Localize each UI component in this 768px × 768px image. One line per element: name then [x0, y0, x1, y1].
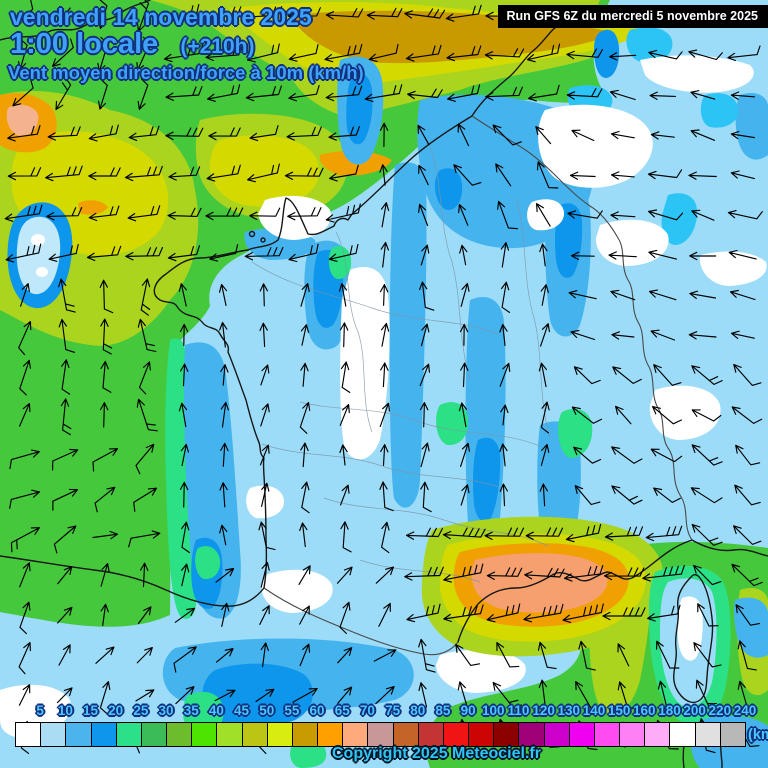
- legend-value: 140: [582, 703, 606, 718]
- legend-value: 70: [359, 703, 375, 718]
- legend-value: 150: [607, 703, 631, 718]
- legend-cell: 15: [65, 704, 98, 747]
- legend-cell: 80: [392, 704, 425, 747]
- legend-value: 80: [410, 703, 426, 718]
- forecast-time-row: 1:00 locale (+210h): [10, 28, 255, 60]
- legend-value: 85: [435, 703, 451, 718]
- legend-value: 40: [208, 703, 224, 718]
- legend-cell: 60: [291, 704, 325, 747]
- legend-cell: 220: [694, 704, 731, 747]
- model-run-info: Run GFS 6Z du mercredi 5 novembre 2025: [497, 5, 768, 28]
- legend-cell: 130: [543, 704, 580, 747]
- legend-value: 30: [158, 703, 174, 718]
- legend-cell: 85: [417, 704, 450, 747]
- legend-value: 5: [36, 703, 44, 718]
- legend-cell: 90: [442, 704, 476, 747]
- legend-unit-label: (km/h): [748, 727, 768, 743]
- legend-cell: 25: [115, 704, 148, 747]
- legend-value: 75: [385, 703, 401, 718]
- legend-cell: 180: [644, 704, 681, 747]
- legend-cell: 45: [216, 704, 249, 747]
- legend-value: 200: [683, 703, 706, 718]
- legend-cell: 70: [342, 704, 375, 747]
- legend-cell: 5: [15, 704, 44, 747]
- legend-value: 130: [557, 703, 581, 718]
- forecast-date-label: vendredi 14 novembre 2025: [10, 4, 312, 30]
- wind-speed-legend: 5 10 15 20 25 30 35 40 45 50 55 60 65 70 75 80 85 90 100 11…: [15, 704, 756, 747]
- legend-cell: 35: [166, 704, 199, 747]
- legend-value: 110: [507, 703, 530, 718]
- legend-value: 120: [532, 703, 555, 718]
- legend-cell: 20: [90, 704, 123, 747]
- legend-value: 60: [309, 703, 325, 718]
- legend-cell: 200: [669, 704, 706, 747]
- legend-value: 15: [83, 703, 99, 718]
- wind-barbs-layer: [4, 0, 763, 755]
- legend-cell: 100: [468, 704, 505, 747]
- legend-cell: 30: [140, 704, 174, 747]
- legend-value: 45: [234, 703, 250, 718]
- legend-cell: 120: [518, 704, 555, 747]
- copyright-label: Copyright 2025 Meteociel.fr: [332, 745, 541, 762]
- legend-value: 25: [133, 703, 149, 718]
- legend-value: 180: [658, 703, 681, 718]
- legend-value: 50: [259, 703, 275, 718]
- legend-cell: 110: [493, 704, 529, 747]
- legend-cell: 50: [241, 704, 274, 747]
- legend-value: 160: [633, 703, 656, 718]
- legend-cell: 55: [266, 704, 299, 747]
- legend-cell: 140: [568, 704, 605, 747]
- legend-value: 220: [708, 703, 732, 718]
- legend-value: 35: [183, 703, 199, 718]
- forecast-offset-label: (+210h): [180, 35, 255, 58]
- legend-cell: 160: [619, 704, 656, 747]
- variable-label: Vent moyen direction/force à 10m (km/h): [8, 62, 364, 83]
- legend-cell: 40: [191, 704, 224, 747]
- forecast-time-label: 1:00 locale: [10, 28, 159, 60]
- legend-cell: 240: [719, 704, 756, 747]
- legend-value: 240: [733, 703, 757, 718]
- legend-cell: 65: [317, 704, 350, 747]
- legend-cell: 10: [40, 704, 73, 747]
- legend-value: 55: [284, 703, 300, 718]
- legend-value: 65: [334, 703, 350, 718]
- country-border-layer: [263, 115, 693, 656]
- legend-value: 20: [108, 703, 124, 718]
- legend-value: 100: [482, 703, 505, 718]
- legend-value: 90: [460, 703, 476, 718]
- legend-cell: 75: [367, 704, 400, 747]
- legend-value: 10: [57, 703, 73, 718]
- legend-cell: 150: [593, 704, 630, 747]
